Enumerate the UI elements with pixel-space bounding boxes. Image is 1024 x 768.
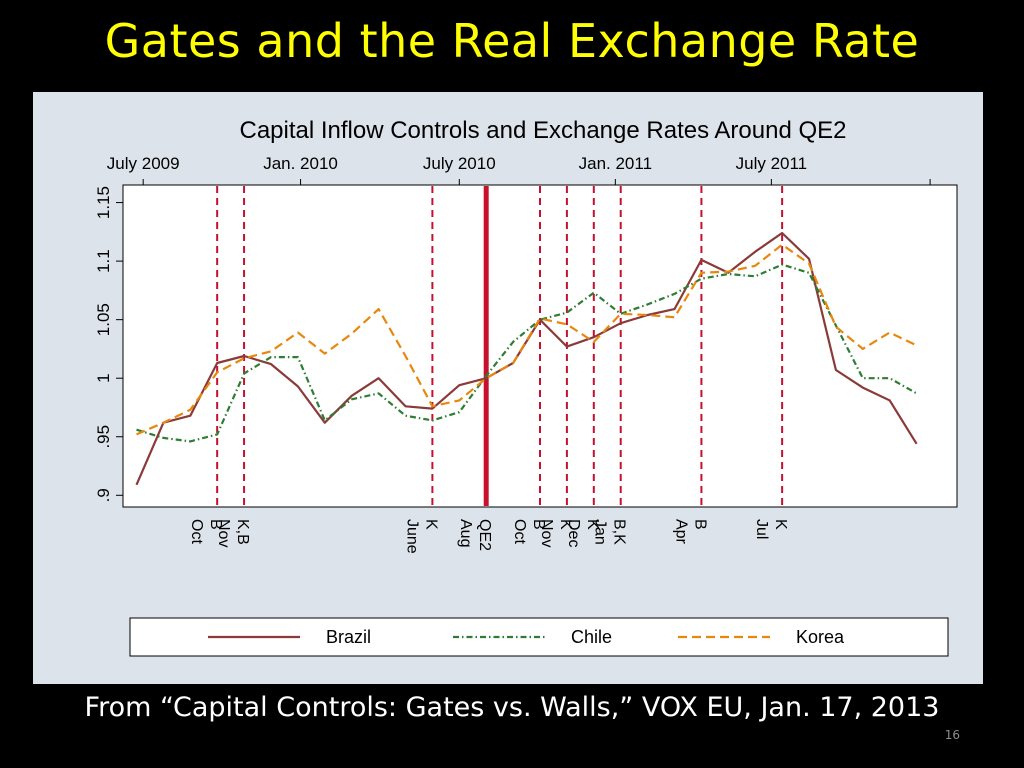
top-tick-label-3: Jan. 2011: [579, 154, 652, 173]
event-label-4: BOct: [511, 519, 547, 544]
legend: Brazil Chile Korea: [129, 617, 949, 657]
series-line-korea: [136, 243, 918, 436]
event-label-9: KJul: [753, 519, 789, 539]
event-label-2: KJune: [403, 519, 439, 554]
event-label-3: QE2Aug: [457, 519, 493, 551]
event-label-5: KNov: [538, 519, 574, 547]
slide-number: 16: [944, 728, 960, 742]
legend-label-korea: Korea: [796, 627, 845, 647]
event-label-7: B,KJan: [592, 519, 628, 545]
y-tick-label-2: 1: [94, 373, 113, 382]
top-tick-label-4: July 2011: [736, 154, 808, 173]
legend-label-brazil: Brazil: [326, 627, 371, 647]
chart-title: Capital Inflow Controls and Exchange Rat…: [239, 117, 846, 144]
y-tick-label-1: .95: [94, 425, 113, 449]
y-tick-label-3: 1.05: [94, 303, 113, 336]
event-label-1: K,BNov: [215, 519, 251, 547]
y-tick-label-4: 1.1: [94, 249, 113, 273]
line-chart: Capital Inflow Controls and Exchange Rat…: [94, 117, 958, 657]
slide-title: Gates and the Real Exchange Rate: [104, 14, 920, 68]
top-tick-label-1: Jan. 2010: [263, 154, 338, 173]
y-tick-label-0: .9: [94, 488, 113, 502]
series-line-brazil: [135, 231, 918, 486]
y-tick-label-5: 1.15: [94, 186, 113, 219]
top-tick-label-2: July 2010: [423, 154, 496, 173]
legend-label-chile: Chile: [571, 627, 612, 647]
event-label-8: BApr: [672, 519, 708, 545]
source-caption: From “Capital Controls: Gates vs. Walls,…: [84, 692, 940, 723]
event-label-6: KDec: [565, 519, 601, 547]
series-line-chile: [136, 263, 918, 443]
event-label-0: BOct: [188, 519, 224, 544]
chart-panel: Capital Inflow Controls and Exchange Rat…: [33, 92, 983, 684]
top-tick-label-0: July 2009: [107, 154, 180, 173]
